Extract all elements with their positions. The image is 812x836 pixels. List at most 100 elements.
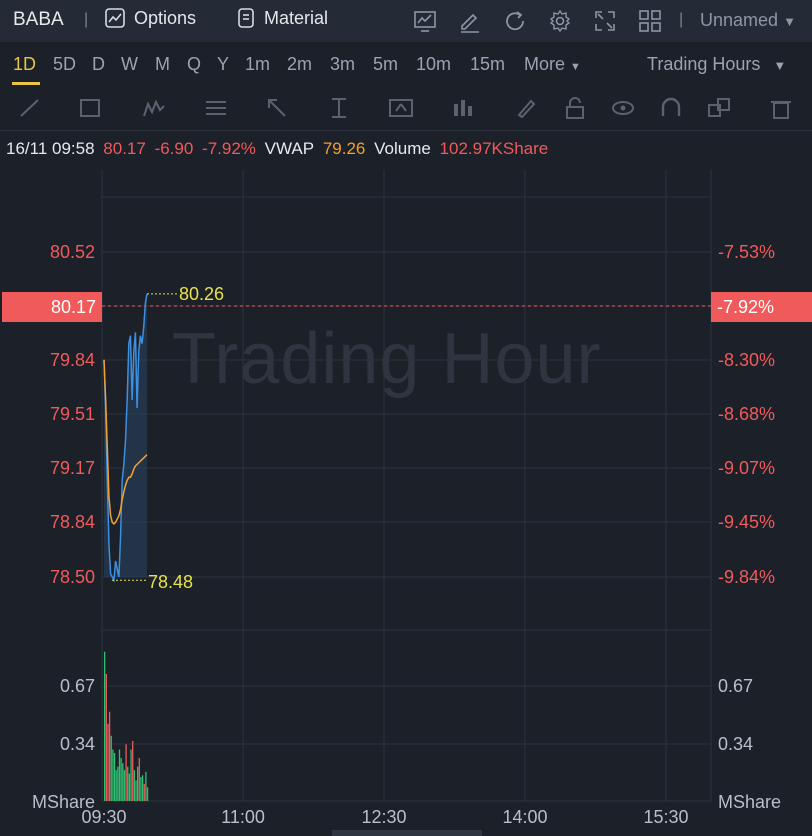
volume-bar <box>117 766 119 801</box>
indicator-chart-icon[interactable] <box>412 8 438 34</box>
period-tab-5m[interactable]: 5m <box>373 54 399 74</box>
quote-datetime: 16/11 09:58 <box>6 139 95 158</box>
volume-unit-label: MShare <box>718 792 781 812</box>
price-axis-tick: 79.84 <box>50 350 95 370</box>
volume-bar <box>125 744 127 801</box>
period-tab-m[interactable]: M <box>155 54 170 74</box>
volume-bar <box>120 758 122 801</box>
drawing-toolbar <box>0 86 812 131</box>
lock-icon[interactable] <box>562 96 588 120</box>
period-tab-2m[interactable]: 2m <box>287 54 313 74</box>
volume-bar <box>140 776 142 801</box>
volume-bar <box>113 752 116 801</box>
volume-bar <box>110 735 112 801</box>
brush-tool-icon[interactable] <box>514 96 540 120</box>
volume-bar <box>135 780 137 801</box>
volume-bar <box>108 711 111 801</box>
volume-bar <box>137 766 139 801</box>
low-label: 78.48 <box>148 572 193 592</box>
symbol-label[interactable]: BABA <box>13 9 64 30</box>
price-axis-tick: 78.84 <box>50 512 95 532</box>
vwap-line <box>103 359 148 525</box>
period-more-dropdown[interactable]: More ▼ <box>524 54 581 74</box>
draw-edit-icon[interactable] <box>457 8 483 34</box>
material-button[interactable]: Material <box>236 7 328 29</box>
volume-bar <box>146 787 149 801</box>
price-line <box>103 293 148 583</box>
time-axis-tick: 14:00 <box>502 807 547 827</box>
time-axis-tick: 12:30 <box>361 807 406 827</box>
pct-axis-tick: -8.30% <box>718 350 775 370</box>
fib-tool-icon[interactable] <box>203 96 229 120</box>
period-tab-1d[interactable]: 1D <box>13 54 37 74</box>
time-axis-tick: 09:30 <box>81 807 126 827</box>
magnet-icon[interactable] <box>658 96 684 120</box>
pct-axis-tick: -8.68% <box>718 404 775 424</box>
vwap-label: VWAP <box>264 139 315 158</box>
text-tool-icon[interactable] <box>388 96 414 120</box>
period-tab-d[interactable]: D <box>92 54 105 74</box>
price-axis-tick: 78.50 <box>50 567 95 587</box>
quote-info-line: 16/11 09:58 80.17 -6.90 -7.92% VWAP 79.2… <box>6 139 552 159</box>
period-tab-15m[interactable]: 15m <box>470 54 506 74</box>
period-bar: 1D 5D D W M Q Y 1m 2m 3m 5m 10m 15m More ▼ <box>0 42 812 86</box>
pct-axis-tick: -9.84% <box>718 567 775 587</box>
volume-bar <box>115 770 117 801</box>
volume-label: Volume <box>374 139 431 158</box>
measure-tool-icon[interactable] <box>326 96 352 120</box>
eye-icon[interactable] <box>610 96 636 120</box>
pct-axis-tick: -7.53% <box>718 242 775 262</box>
arrow-tool-icon[interactable] <box>265 96 291 120</box>
pattern-tool-icon[interactable] <box>142 96 168 120</box>
period-tab-5d[interactable]: 5D <box>53 54 77 74</box>
volume-bar <box>123 770 126 801</box>
document-icon <box>238 8 254 28</box>
period-tab-q[interactable]: Q <box>187 54 202 74</box>
current-pct-box <box>711 292 812 322</box>
period-tab-1m[interactable]: 1m <box>245 54 271 74</box>
fullscreen-icon[interactable] <box>592 8 618 34</box>
volume-bar <box>143 783 145 801</box>
current-pct-label: -7.92% <box>717 297 774 317</box>
volume-axis-tick: 0.34 <box>60 734 95 754</box>
volume-bar <box>105 673 107 801</box>
session-dropdown[interactable]: Trading Hours ▼ <box>647 54 786 75</box>
volume-bar <box>133 770 135 801</box>
period-tab-y[interactable]: Y <box>217 54 230 74</box>
price-axis-tick: 80.52 <box>50 242 95 262</box>
volume-bar <box>128 773 131 801</box>
settings-icon[interactable] <box>547 8 573 34</box>
scroll-handle[interactable] <box>332 830 482 836</box>
volume-unit-label: MShare <box>32 792 95 812</box>
refresh-icon[interactable] <box>502 8 528 34</box>
volume-bar <box>138 758 140 801</box>
volume-axis-tick: 0.34 <box>718 734 753 754</box>
period-tab-3m[interactable]: 3m <box>330 54 356 74</box>
trash-icon[interactable] <box>768 96 794 120</box>
volume-bar <box>132 740 134 801</box>
trend-line-tool-icon[interactable] <box>18 96 44 120</box>
session-label: Trading Hours <box>647 54 761 74</box>
intraday-chart[interactable]: 80.52 79.84 79.51 79.17 78.84 78.50 -7.53% -8.3… <box>0 165 812 830</box>
rectangle-tool-icon[interactable] <box>78 96 104 120</box>
volume-bar <box>130 749 132 801</box>
price-axis-tick: 79.51 <box>50 404 95 424</box>
options-button[interactable]: Options <box>104 7 196 29</box>
volume-axis-tick: 0.67 <box>718 676 753 696</box>
bars-tool-icon[interactable] <box>450 96 476 120</box>
period-tab-10m[interactable]: 10m <box>416 54 452 74</box>
volume-bar <box>112 749 114 801</box>
volume-bar <box>127 766 129 801</box>
layers-icon[interactable] <box>706 96 732 120</box>
vwap-value: 79.26 <box>322 139 366 158</box>
layout-grid-icon[interactable] <box>637 8 663 34</box>
layout-name: Unnamed <box>700 10 779 30</box>
layout-name-dropdown[interactable]: Unnamed ▼ <box>700 10 796 31</box>
period-tab-w[interactable]: W <box>121 54 138 74</box>
current-price-label: 80.17 <box>51 297 96 317</box>
volume-bar <box>107 723 109 801</box>
options-icon <box>105 8 125 28</box>
volume-bar <box>145 771 147 801</box>
separator: | <box>84 11 89 28</box>
material-label: Material <box>264 7 329 28</box>
